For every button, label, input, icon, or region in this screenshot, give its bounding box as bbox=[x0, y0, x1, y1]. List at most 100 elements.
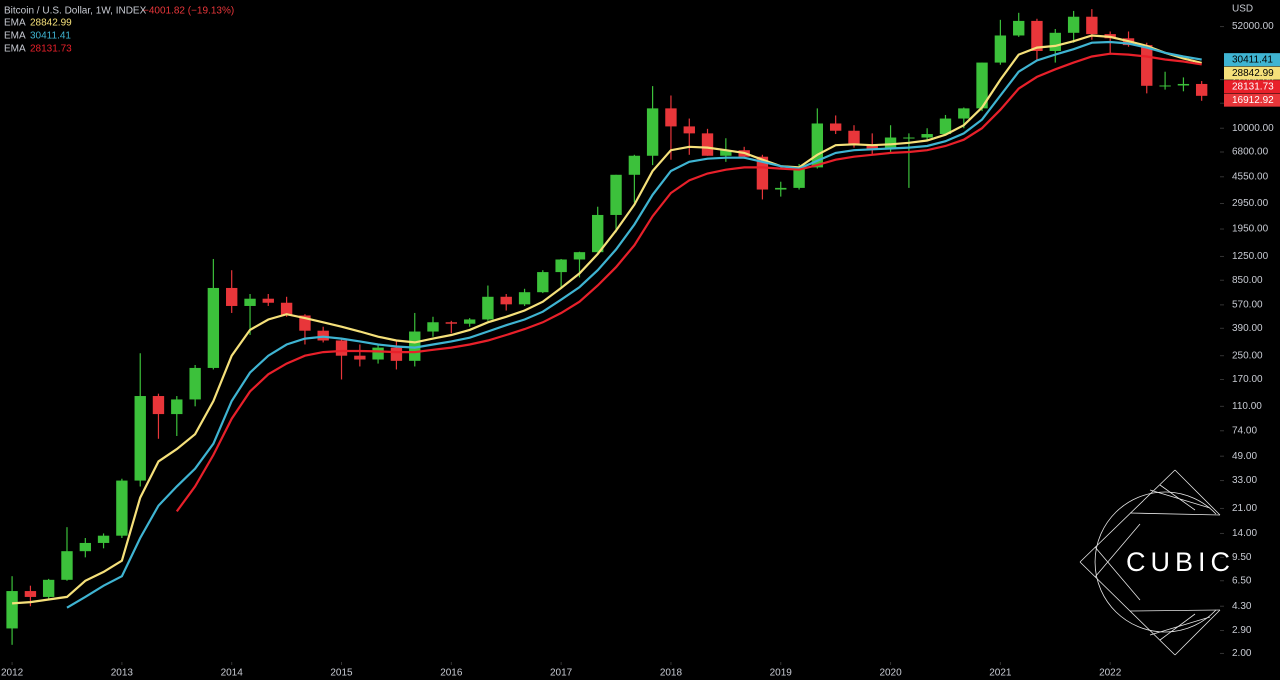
y-tick-label: 6.50 bbox=[1232, 575, 1252, 586]
candle-body bbox=[1049, 32, 1061, 51]
candle-body bbox=[500, 296, 512, 305]
candle-body bbox=[866, 145, 878, 149]
candle-body bbox=[592, 214, 604, 253]
candle-body bbox=[317, 330, 329, 341]
candle-body bbox=[189, 367, 201, 400]
price-box bbox=[1224, 66, 1280, 80]
candle-body bbox=[775, 187, 787, 190]
chart-title: Bitcoin / U.S. Dollar, 1W, INDEX bbox=[4, 6, 147, 17]
y-tick-label: 110.00 bbox=[1232, 401, 1262, 412]
logo-line bbox=[1094, 523, 1141, 578]
logo-line bbox=[1174, 609, 1221, 656]
y-tick-label: 52000.00 bbox=[1232, 21, 1274, 32]
candle-body bbox=[646, 108, 659, 156]
logo-line bbox=[1079, 469, 1176, 563]
y-tick-label: 74.00 bbox=[1232, 425, 1257, 436]
candle-body bbox=[207, 287, 220, 368]
candle-body bbox=[1195, 83, 1208, 96]
logo-line bbox=[1159, 613, 1196, 641]
candle-body bbox=[903, 137, 915, 139]
legend-name: EMA bbox=[4, 18, 26, 29]
y-tick-label: 4550.00 bbox=[1232, 171, 1269, 182]
logo-line bbox=[1094, 546, 1141, 601]
candle-body bbox=[335, 340, 348, 356]
candle-body bbox=[61, 551, 73, 580]
logo-line bbox=[1129, 512, 1221, 516]
y-tick-label: 2950.00 bbox=[1232, 198, 1269, 209]
y-tick-label: 390.00 bbox=[1232, 323, 1263, 334]
y-tick-label: 250.00 bbox=[1232, 350, 1263, 361]
candle-body bbox=[555, 259, 567, 273]
y-tick-label: 2.00 bbox=[1232, 648, 1252, 659]
candle-body bbox=[463, 319, 476, 324]
candle-body bbox=[958, 108, 970, 119]
candle-body bbox=[518, 292, 531, 305]
candle-body bbox=[848, 130, 860, 146]
candle-body bbox=[445, 322, 458, 324]
candle-body bbox=[280, 302, 293, 316]
candle-body bbox=[482, 296, 494, 320]
candle-body bbox=[1141, 45, 1153, 86]
candle-body bbox=[226, 287, 238, 306]
plot-area bbox=[6, 9, 1208, 645]
price-box bbox=[1224, 93, 1280, 107]
candle-body bbox=[1067, 16, 1080, 33]
watermark-text: CUBIC bbox=[1126, 547, 1235, 577]
candle-body bbox=[152, 396, 165, 415]
x-tick-label: 2018 bbox=[660, 668, 683, 679]
y-tick-label: 6800.00 bbox=[1232, 147, 1269, 158]
candle-body bbox=[994, 35, 1007, 63]
logo-line bbox=[1079, 561, 1176, 656]
y-axis: 52000.0022000.0015000.0010000.006800.004… bbox=[1, 21, 1280, 679]
candle-body bbox=[573, 252, 586, 260]
y-tick-label: 570.00 bbox=[1232, 300, 1263, 311]
legend-value: 30411.41 bbox=[30, 31, 71, 42]
candle-body bbox=[811, 123, 824, 168]
x-tick-label: 2015 bbox=[330, 668, 353, 679]
y-tick-label: 14.00 bbox=[1232, 528, 1257, 539]
candle-body bbox=[1159, 85, 1171, 87]
y-tick-label: 2.90 bbox=[1232, 625, 1252, 636]
x-tick-label: 2017 bbox=[550, 668, 573, 679]
price-box-label: 28131.73 bbox=[1232, 81, 1274, 92]
ema-line bbox=[175, 52, 1202, 513]
x-tick-label: 2012 bbox=[1, 668, 24, 679]
candle-body bbox=[756, 156, 769, 190]
candle-body bbox=[97, 535, 110, 543]
candle-body bbox=[299, 315, 311, 331]
candle-body bbox=[683, 126, 695, 134]
candle-body bbox=[939, 118, 952, 135]
candle-body bbox=[701, 133, 714, 156]
candle-body bbox=[884, 137, 897, 149]
x-tick-label: 2016 bbox=[440, 668, 463, 679]
x-tick-label: 2022 bbox=[1099, 668, 1122, 679]
candle-body bbox=[976, 62, 988, 109]
candle-body bbox=[79, 542, 92, 552]
candle-body bbox=[537, 272, 549, 293]
candle-body bbox=[665, 108, 677, 127]
logo-line bbox=[1149, 616, 1211, 636]
price-box-label: 30411.41 bbox=[1232, 54, 1273, 65]
candle-body bbox=[390, 347, 403, 361]
y-tick-label: 9.50 bbox=[1232, 552, 1252, 563]
candle-body bbox=[354, 355, 366, 360]
candle-body bbox=[829, 123, 842, 131]
y-tick-label: 49.00 bbox=[1232, 451, 1257, 462]
y-tick-label: 1250.00 bbox=[1232, 251, 1269, 262]
candle-body bbox=[1086, 16, 1098, 35]
legend-name: EMA bbox=[4, 31, 26, 42]
price-box-label: 16912.92 bbox=[1232, 95, 1274, 106]
ema-line bbox=[66, 40, 1202, 609]
candle-body bbox=[6, 591, 18, 629]
price-box bbox=[1224, 53, 1280, 67]
y-unit: USD bbox=[1232, 4, 1253, 15]
y-tick-label: 22000.00 bbox=[1232, 74, 1274, 85]
candle-body bbox=[171, 399, 183, 415]
legend-name: EMA bbox=[4, 44, 26, 55]
candle-body bbox=[262, 298, 274, 303]
candle-body bbox=[921, 134, 933, 138]
y-tick-label: 1950.00 bbox=[1232, 224, 1269, 235]
y-tick-label: 850.00 bbox=[1232, 275, 1263, 286]
candle-body bbox=[116, 480, 128, 536]
